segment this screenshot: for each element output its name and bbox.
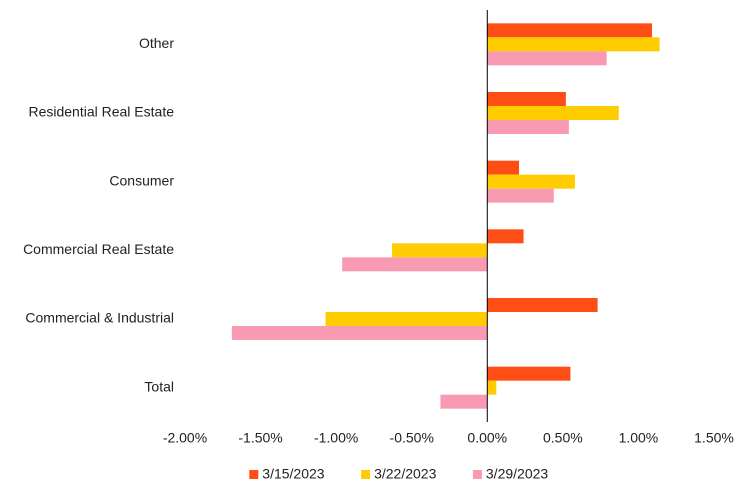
bar [487, 92, 566, 106]
bar [392, 243, 488, 258]
legend-swatch [249, 470, 259, 479]
bar [487, 23, 653, 38]
bar [487, 106, 619, 120]
bar [487, 160, 520, 175]
legend-label: 3/22/2023 [374, 466, 436, 482]
y-tick-label: Residential Real Estate [28, 104, 174, 120]
y-tick-label: Total [144, 378, 174, 394]
bar [440, 394, 488, 409]
legend-label: 3/15/2023 [262, 466, 324, 482]
legend-swatch [472, 470, 482, 479]
bar [487, 366, 571, 381]
bar [487, 298, 598, 312]
bar [487, 120, 569, 134]
bar [325, 312, 488, 326]
y-tick-label: Commercial Real Estate [23, 241, 174, 257]
bar [487, 229, 524, 244]
bar [487, 37, 660, 52]
bar [487, 174, 575, 189]
x-tick-label: -0.50% [390, 430, 434, 446]
bar [487, 51, 607, 66]
legend-swatch [361, 470, 371, 479]
bar [487, 188, 554, 203]
x-tick-label: 0.00% [467, 430, 507, 446]
x-tick-label: 1.50% [694, 430, 734, 446]
y-tick-label: Other [139, 35, 174, 51]
bar [342, 257, 488, 272]
x-tick-label: -1.00% [314, 430, 358, 446]
y-tick-label: Consumer [109, 172, 174, 188]
x-tick-label: -1.50% [238, 430, 282, 446]
bar [487, 380, 497, 395]
bar [231, 326, 488, 340]
legend-label: 3/29/2023 [486, 466, 548, 482]
x-tick-label: 0.50% [543, 430, 583, 446]
x-tick-label: 1.00% [619, 430, 659, 446]
x-tick-label: -2.00% [163, 430, 207, 446]
y-tick-label: Commercial & Industrial [25, 310, 174, 326]
